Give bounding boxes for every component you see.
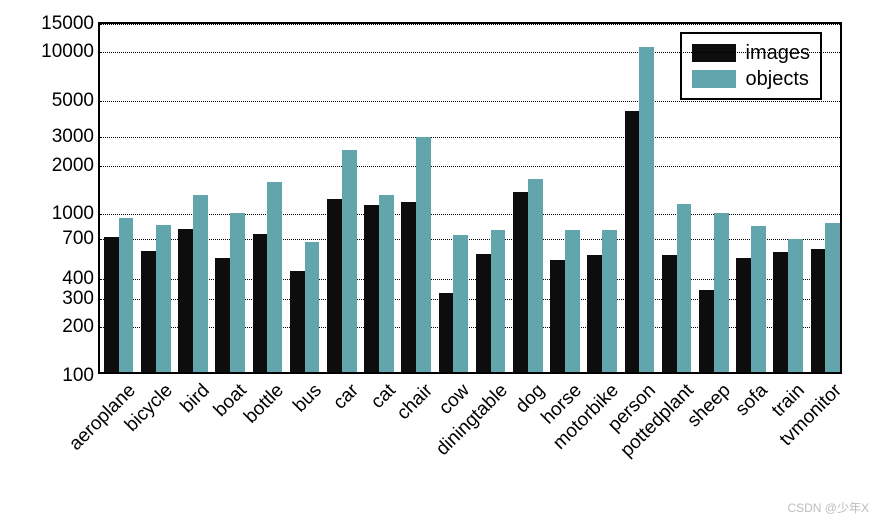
bar-images	[736, 258, 751, 372]
gridline	[100, 279, 840, 280]
x-tick-label: sofa	[732, 380, 773, 421]
bar-images	[587, 255, 602, 372]
x-tick-label: bottle	[241, 380, 289, 428]
bar-objects	[788, 239, 803, 372]
x-tick-label: chair	[393, 380, 438, 425]
x-tick-label: car	[329, 380, 363, 414]
bar-objects	[379, 195, 394, 372]
bar-images	[290, 271, 305, 372]
bar-objects	[416, 137, 431, 372]
bar-objects	[267, 182, 282, 372]
y-tick-label: 2000	[52, 155, 100, 177]
bar-objects	[491, 230, 506, 372]
gridline	[100, 214, 840, 215]
bar-objects	[342, 150, 357, 372]
bar-images	[550, 260, 565, 372]
bar-objects	[528, 179, 543, 372]
bar-objects	[156, 225, 171, 372]
y-tick-label: 5000	[52, 90, 100, 112]
bar-objects	[714, 213, 729, 372]
bar-objects	[677, 204, 692, 372]
bar-chart: images objects 100 200 300400 700 1000 2000 30…	[0, 0, 877, 520]
bar-images	[327, 199, 342, 372]
watermark: CSDN @少年X	[787, 499, 869, 516]
legend: images objects	[680, 32, 822, 100]
bar-images	[104, 237, 119, 372]
bar-objects	[119, 218, 134, 372]
bar-objects	[453, 235, 468, 372]
bar-images	[662, 255, 677, 372]
x-tick-label: bird	[177, 380, 215, 418]
bar-images	[699, 290, 714, 372]
legend-item: objects	[692, 66, 810, 92]
gridline	[100, 327, 840, 328]
y-tick-label: 10000	[41, 41, 100, 63]
y-tick-label: 1000	[52, 203, 100, 225]
bar-objects	[305, 242, 320, 372]
bar-images	[401, 202, 416, 372]
y-tick-label: 15000	[41, 13, 100, 35]
gridline	[100, 166, 840, 167]
bar-images	[773, 252, 788, 372]
bar-objects	[602, 230, 617, 372]
bar-images	[253, 234, 268, 372]
bar-objects	[825, 223, 840, 372]
bar-images	[178, 229, 193, 372]
gridline	[100, 24, 840, 25]
legend-label: objects	[746, 66, 809, 92]
bar-objects	[565, 230, 580, 372]
bar-images	[811, 249, 826, 372]
bar-objects	[751, 226, 766, 372]
y-tick-label: 3000	[52, 126, 100, 148]
y-tick-label: 700	[62, 228, 100, 250]
y-tick-label: 200	[62, 316, 100, 338]
x-tick-label: bus	[289, 380, 326, 417]
y-tick-label: 300	[62, 288, 100, 310]
bar-images	[476, 254, 491, 372]
bar-images	[364, 205, 379, 372]
bar-images	[215, 258, 230, 372]
y-tick-label: 400	[62, 268, 100, 290]
gridline	[100, 101, 840, 102]
bar-objects	[639, 47, 654, 372]
bar-objects	[193, 195, 208, 372]
bar-images	[439, 293, 454, 372]
bar-images	[141, 251, 156, 372]
bar-images	[513, 192, 528, 372]
bar-objects	[230, 213, 245, 372]
gridline	[100, 239, 840, 240]
gridline	[100, 137, 840, 138]
y-tick-label: 100	[62, 365, 100, 387]
plot-area: images objects 1002003004007001000200030…	[98, 22, 842, 374]
legend-swatch-objects	[692, 70, 736, 88]
bar-images	[625, 111, 640, 372]
gridline	[100, 52, 840, 53]
gridline	[100, 299, 840, 300]
